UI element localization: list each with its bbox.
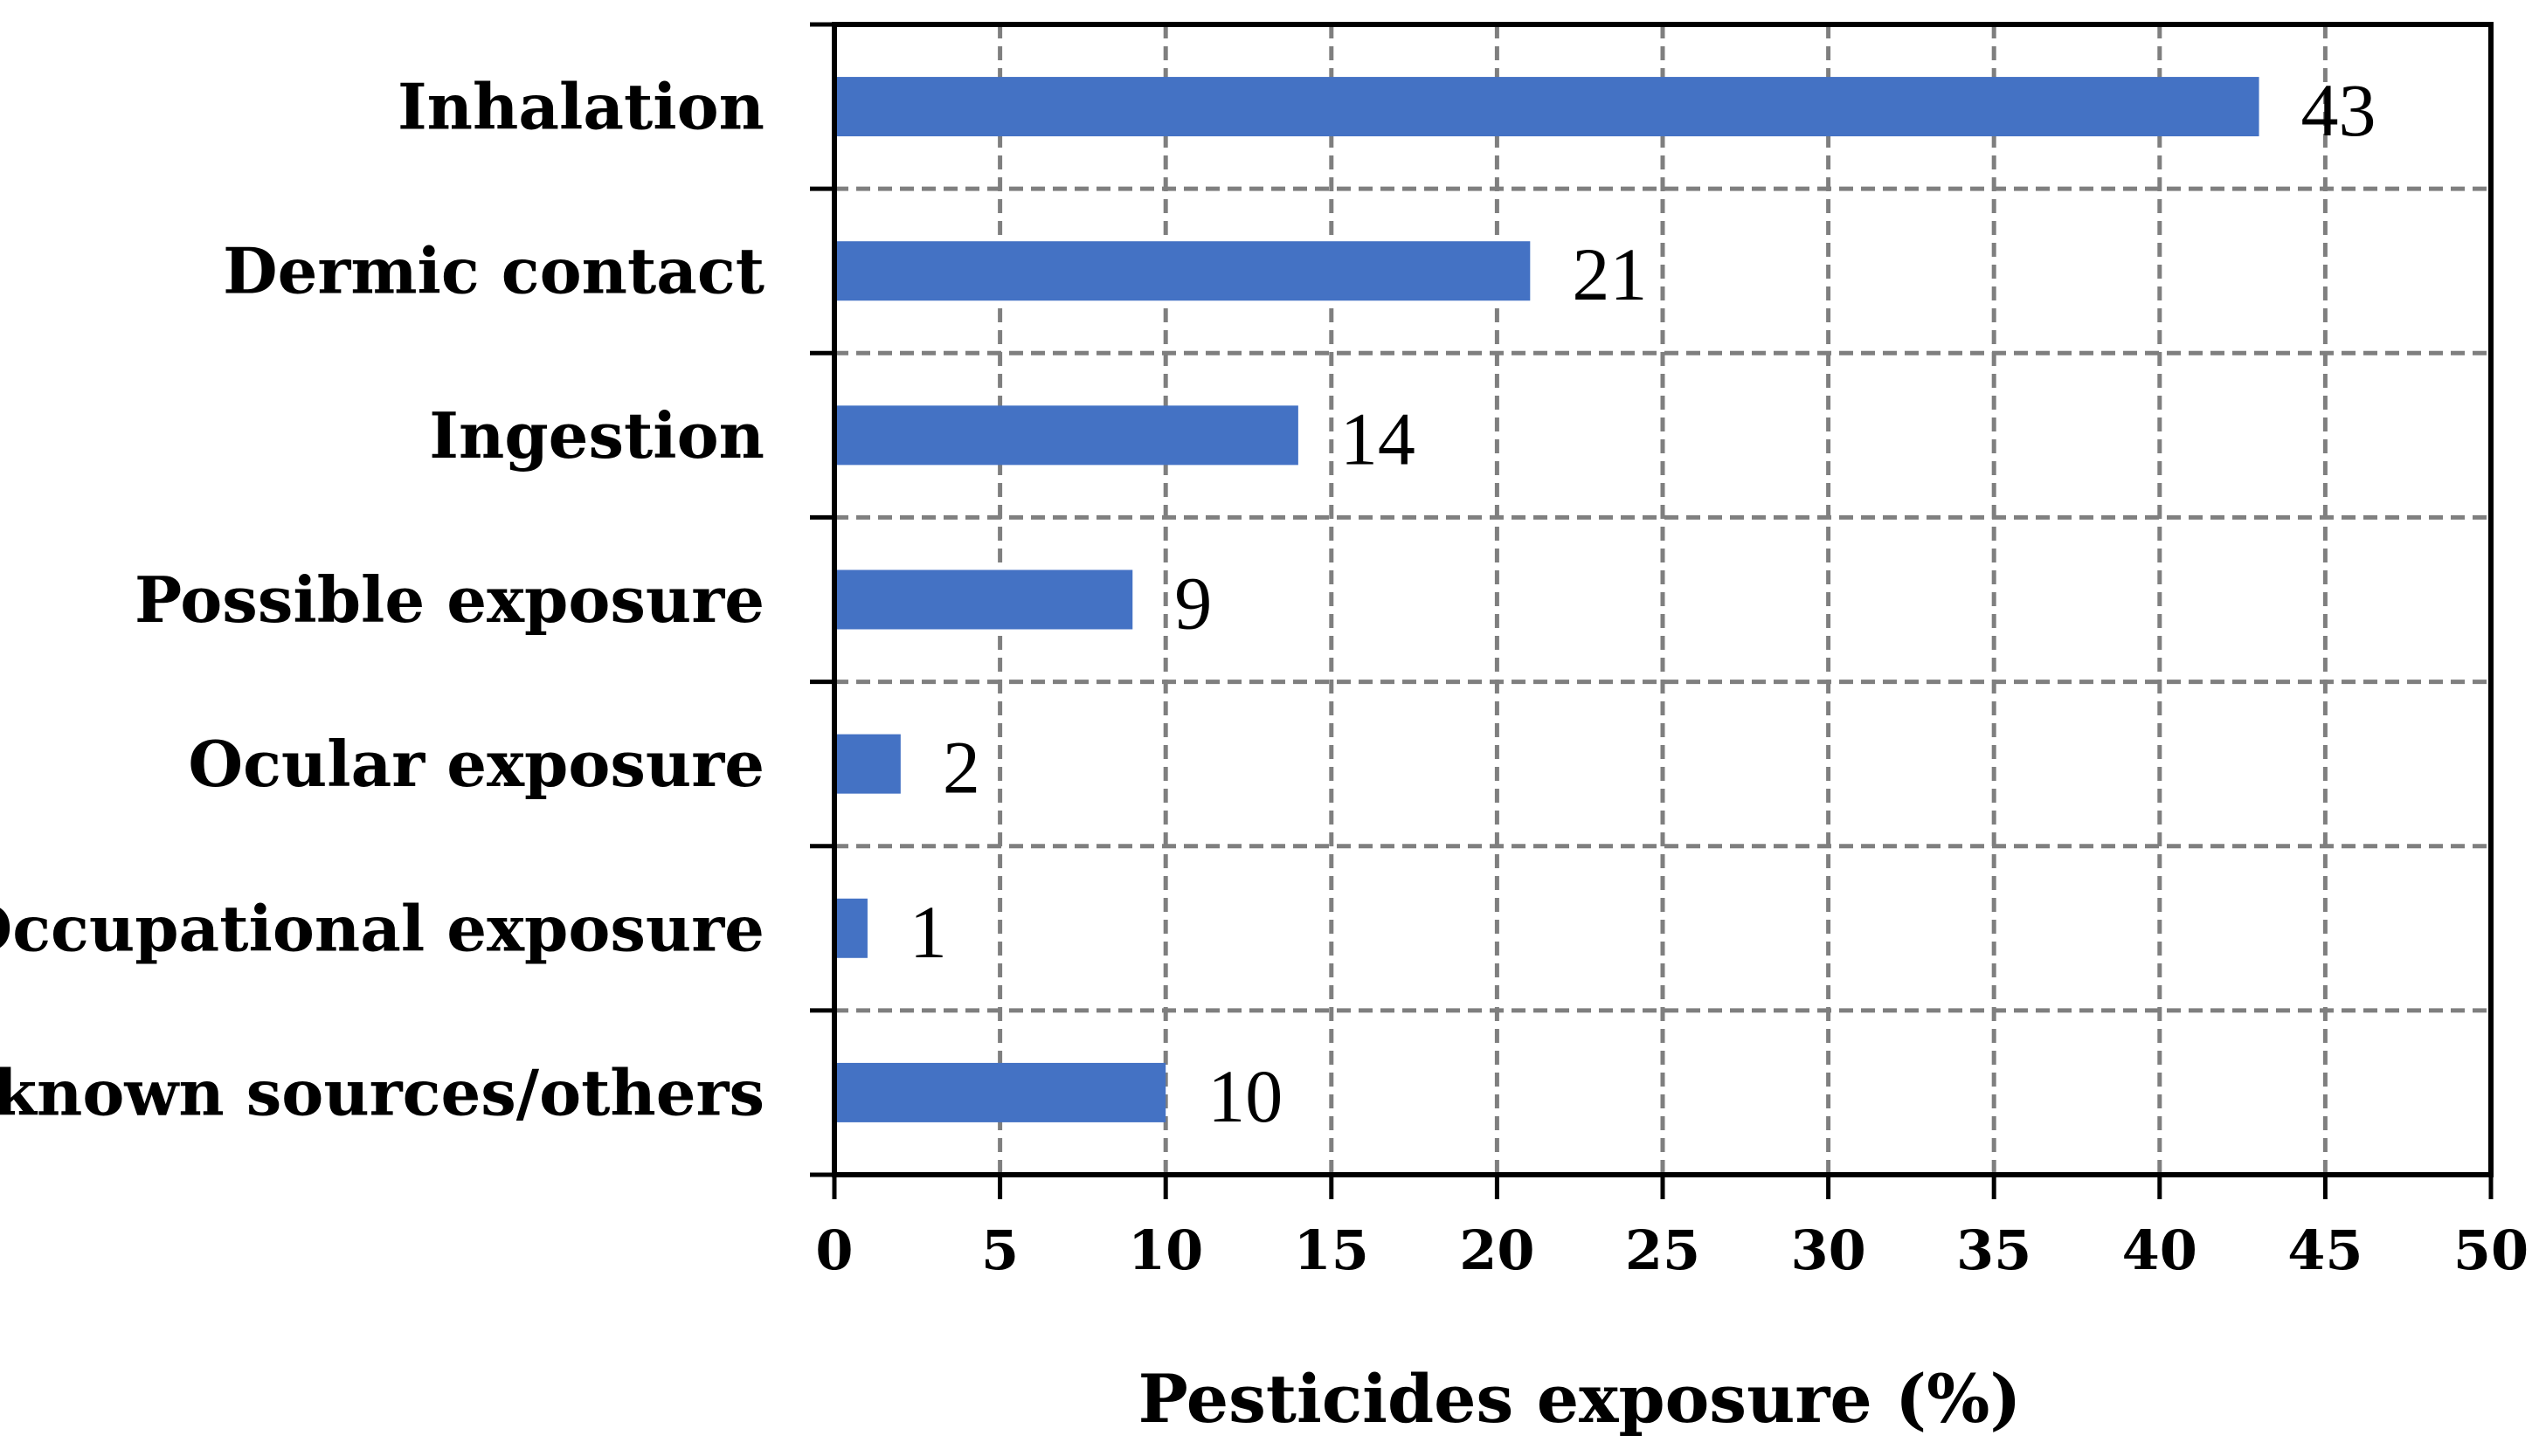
x-tick-label-5: 5 <box>981 1218 1019 1282</box>
category-label-1: Dermic contact <box>223 234 764 308</box>
data-label-2: 14 <box>1340 397 1415 480</box>
category-label-3: Possible exposure <box>135 562 764 637</box>
bars <box>834 77 2259 1122</box>
axes <box>810 22 2494 1199</box>
bar-6 <box>834 1062 1166 1122</box>
data-label-3: 9 <box>1174 562 1212 645</box>
x-tick-label-25: 25 <box>1625 1218 1700 1282</box>
x-tick-label-30: 30 <box>1790 1218 1865 1282</box>
x-tick-label-50: 50 <box>2453 1218 2529 1282</box>
data-label-6: 10 <box>1207 1054 1283 1138</box>
data-label-5: 1 <box>910 890 947 974</box>
bar-1 <box>834 241 1531 301</box>
bar-0 <box>834 77 2259 137</box>
category-label-2: Ingestion <box>429 398 764 473</box>
category-label-4: Ocular exposure <box>188 727 764 801</box>
category-label-0: Inhalation <box>398 70 764 144</box>
bar-3 <box>834 569 1133 630</box>
x-tick-label-45: 45 <box>2287 1218 2363 1282</box>
x-tick-label-15: 15 <box>1294 1218 1369 1282</box>
x-tick-label-20: 20 <box>1459 1218 1534 1282</box>
data-label-0: 43 <box>2301 68 2376 152</box>
data-label-1: 21 <box>1572 232 1647 316</box>
x-axis-title: Pesticides exposure (%) <box>1138 1360 2022 1438</box>
bar-5 <box>834 898 868 958</box>
x-tick-label-40: 40 <box>2122 1218 2197 1282</box>
x-tick-label-35: 35 <box>1956 1218 2031 1282</box>
data-label-4: 2 <box>943 726 980 810</box>
category-label-5: Occupational exposure <box>0 891 764 965</box>
bar-2 <box>834 405 1298 466</box>
x-tick-label-0: 0 <box>815 1218 853 1282</box>
x-tick-label-10: 10 <box>1128 1218 1203 1282</box>
bar-4 <box>834 734 901 794</box>
category-label-6: Unknown sources/others <box>0 1055 764 1129</box>
